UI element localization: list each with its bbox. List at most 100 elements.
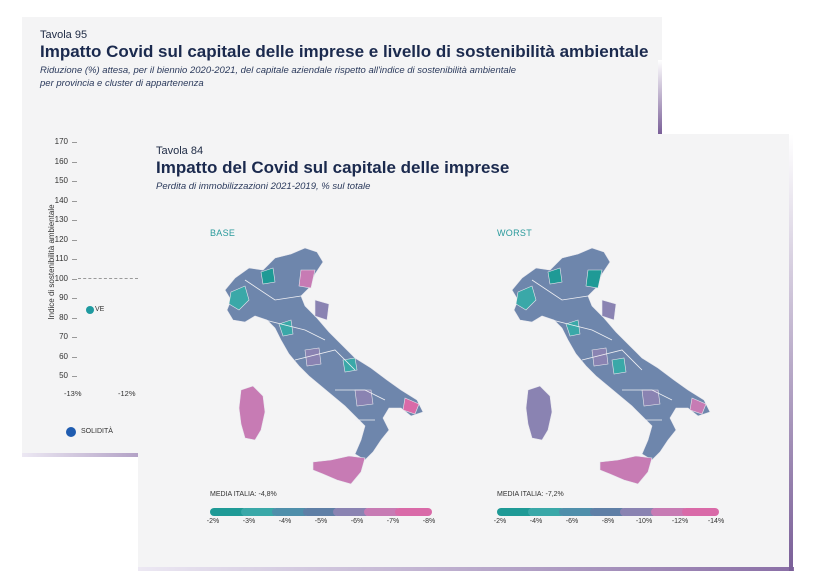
color-legend-base	[210, 508, 433, 516]
back-y-tick-label: 60	[59, 351, 68, 361]
back-card-shadow	[22, 453, 222, 457]
back-y-tick-label: 70	[59, 332, 68, 341]
legend-swatch	[240, 508, 278, 516]
region-border	[551, 319, 613, 341]
sardinia-region	[525, 385, 553, 441]
back-y-tick-label: 130	[54, 215, 68, 224]
back-tavola-label: Tavola 95	[40, 29, 88, 41]
front-subtitle: Perdita di immobilizzazioni 2021-2019, %…	[156, 181, 371, 192]
back-y-tick-label: 50	[59, 371, 68, 380]
legend-tick-label: -6%	[565, 518, 579, 525]
legend-swatch	[395, 508, 433, 516]
legend-tick-label: -5%	[314, 518, 328, 525]
data-point-label: VE	[95, 306, 105, 313]
sardinia-region	[238, 385, 266, 441]
color-legend-worst	[497, 508, 720, 516]
media-italia-worst: MEDIA ITALIA: -7,2%	[497, 491, 564, 498]
province-cluster	[601, 299, 617, 321]
legend-swatch	[558, 508, 596, 516]
back-y-tick	[72, 259, 77, 260]
legend-tick-label: -2%	[493, 518, 507, 525]
back-y-tick	[72, 200, 77, 202]
back-y-tick	[72, 317, 77, 319]
legend-swatch	[497, 508, 534, 516]
legend-tick-label: -8%	[422, 518, 436, 525]
legend-tick-label: -3%	[242, 518, 256, 525]
back-y-tick-label: 150	[54, 176, 68, 185]
province-cluster	[402, 397, 420, 415]
back-y-tick-label: 170	[54, 137, 68, 146]
province-cluster	[547, 267, 563, 285]
back-y-tick-label: 90	[59, 293, 68, 302]
back-y-tick-label: 80	[59, 312, 68, 322]
back-x-tick-1: -13%	[64, 389, 82, 398]
back-subtitle-line-1: Riduzione (%) attesa, per il biennio 202…	[40, 65, 517, 76]
front-card-shadow-bottom	[138, 567, 794, 571]
province-cluster	[585, 269, 603, 289]
province-cluster	[611, 357, 627, 375]
legend-tick-label: -14%	[707, 518, 725, 525]
legend-tick-label: -7%	[386, 518, 400, 525]
legend-swatch	[302, 508, 340, 516]
map-caption-worst: WORST	[497, 228, 532, 238]
sicily-region	[599, 455, 653, 485]
legend-swatch	[651, 508, 689, 516]
back-y-tick	[72, 239, 77, 241]
back-y-tick-label: 100	[54, 273, 68, 283]
legend-swatch	[589, 508, 627, 516]
back-y-tick	[72, 278, 77, 280]
front-tavola-label: Tavola 84	[156, 145, 204, 157]
front-title: Impatto del Covid sul capitale delle imp…	[156, 158, 510, 177]
data-point-ve	[86, 306, 94, 314]
region-border	[294, 349, 356, 371]
back-card-edge	[658, 60, 662, 134]
legend-swatch	[333, 508, 371, 516]
legend-tick-label: -12%	[671, 518, 689, 525]
back-y-tick-label: 110	[55, 254, 68, 263]
back-x-tick-2: -12%	[118, 389, 136, 398]
region-border	[581, 349, 643, 371]
region-border	[335, 389, 386, 401]
legend-tick-label: -4%	[529, 518, 543, 525]
legend-swatch	[620, 508, 658, 516]
province-cluster	[314, 299, 330, 321]
back-y-tick	[72, 337, 77, 338]
legend-tick-label: -8%	[601, 518, 615, 525]
back-y-tick	[72, 356, 77, 358]
back-y-tick	[72, 220, 77, 221]
province-cluster	[689, 397, 707, 415]
region-border	[244, 279, 302, 301]
sicily-region	[312, 455, 366, 485]
media-italia-base: MEDIA ITALIA: -4,8%	[210, 491, 277, 498]
legend-swatch	[364, 508, 402, 516]
back-y-tick	[72, 161, 77, 163]
legend-label-solidita: SOLIDITÀ	[81, 428, 113, 435]
back-title: Impatto Covid sul capitale delle imprese…	[40, 42, 649, 61]
back-y-tick-label: 160	[54, 156, 68, 166]
back-y-tick-label: 120	[54, 234, 68, 244]
mainland-region	[511, 247, 711, 461]
legend-swatch	[271, 508, 309, 516]
mainland-region	[224, 247, 424, 461]
back-subtitle-line-2: per provincia e cluster di appartenenza	[40, 78, 204, 89]
legend-tick-label: -6%	[350, 518, 364, 525]
province-cluster	[260, 267, 276, 285]
italy-map-worst	[511, 247, 711, 485]
front-card-shadow-right	[789, 134, 793, 571]
back-y-tick	[72, 142, 77, 143]
province-cluster	[298, 269, 316, 289]
region-border	[622, 389, 673, 401]
back-y-tick-label: 140	[54, 195, 68, 205]
legend-swatch	[527, 508, 565, 516]
reference-line-100	[78, 278, 138, 279]
back-y-tick	[72, 298, 77, 299]
legend-swatch	[210, 508, 247, 516]
legend-swatch	[682, 508, 720, 516]
back-y-tick	[72, 181, 77, 182]
front-card	[138, 134, 790, 568]
province-cluster	[228, 285, 250, 311]
legend-tick-label: -10%	[635, 518, 653, 525]
province-cluster	[591, 347, 609, 367]
region-border	[531, 279, 589, 301]
legend-tick-label: -2%	[206, 518, 220, 525]
